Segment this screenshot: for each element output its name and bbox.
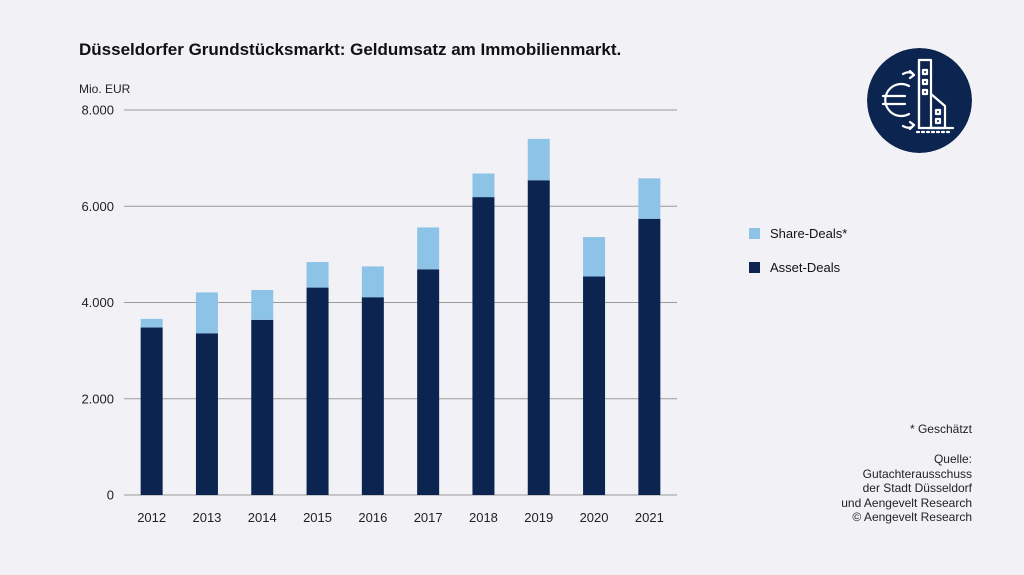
legend-label-asset-deals: Asset-Deals — [770, 259, 841, 275]
bar-share-deals — [638, 178, 661, 219]
x-tick-label: 2020 — [580, 510, 609, 525]
x-tick-label: 2013 — [192, 510, 221, 525]
bar-share-deals — [306, 262, 329, 288]
chart-legend: Share-Deals* Asset-Deals — [749, 224, 847, 292]
x-tick-label: 2017 — [414, 510, 443, 525]
bar-asset-deals — [472, 197, 495, 495]
legend-swatch-asset-deals — [749, 261, 760, 273]
bar-share-deals — [417, 227, 440, 270]
x-tick-label: 2015 — [303, 510, 332, 525]
y-tick-label: 8.000 — [81, 103, 114, 118]
bar-asset-deals — [361, 297, 384, 495]
x-tick-label: 2014 — [248, 510, 277, 525]
bar-asset-deals — [195, 333, 218, 495]
bar-share-deals — [527, 138, 550, 181]
legend-item-asset-deals: Asset-Deals — [749, 258, 847, 276]
bar-share-deals — [195, 292, 218, 334]
bar-asset-deals — [638, 218, 661, 495]
bar-asset-deals — [417, 269, 440, 495]
source-note: Quelle: Gutachterausschuss der Stadt Düs… — [841, 452, 972, 525]
x-tick-label: 2016 — [358, 510, 387, 525]
x-tick-label: 2019 — [524, 510, 553, 525]
y-tick-label: 2.000 — [81, 391, 114, 406]
y-tick-label: 4.000 — [81, 295, 114, 310]
bar-asset-deals — [251, 319, 274, 495]
source-line: Quelle: — [933, 452, 972, 466]
bar-asset-deals — [140, 327, 163, 495]
source-line: © Aengevelt Research — [852, 510, 972, 524]
source-line: Gutachterausschuss — [862, 466, 972, 481]
bar-share-deals — [361, 266, 384, 298]
bar-asset-deals — [527, 180, 550, 495]
bar-asset-deals — [306, 287, 329, 495]
bar-share-deals — [583, 237, 606, 277]
y-axis-unit-label: Mio. EUR — [79, 82, 131, 96]
bar-share-deals — [251, 289, 274, 320]
x-tick-label: 2018 — [469, 510, 498, 525]
x-tick-label: 2012 — [137, 510, 166, 525]
y-tick-label: 6.000 — [81, 199, 114, 214]
euro-building-icon — [867, 48, 972, 153]
bar-share-deals — [472, 173, 495, 198]
y-tick-label: 0 — [107, 488, 114, 503]
estimate-footnote: * Geschätzt — [909, 422, 972, 436]
source-line: der Stadt Düsseldorf — [862, 481, 972, 495]
source-line: und Aengevelt Research — [841, 495, 972, 510]
legend-label-share-deals: Share-Deals* — [770, 225, 848, 241]
legend-swatch-share-deals — [749, 227, 760, 239]
x-tick-label: 2021 — [635, 510, 664, 525]
bar-share-deals — [140, 318, 163, 328]
bar-asset-deals — [583, 276, 606, 495]
chart-title: Düsseldorfer Grundstücksmarkt: Geldumsat… — [79, 40, 622, 59]
legend-item-share-deals: Share-Deals* — [749, 224, 847, 242]
